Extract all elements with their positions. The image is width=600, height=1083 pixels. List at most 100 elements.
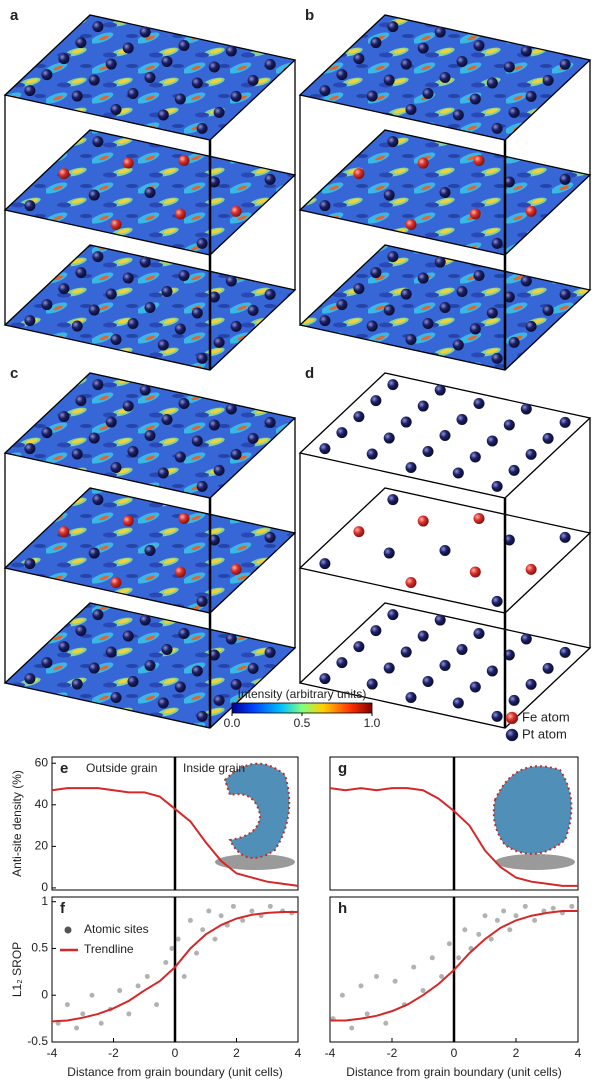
atomic-site (175, 936, 181, 942)
atomic-site (200, 927, 206, 933)
pt-atom (213, 106, 225, 118)
pt-atom (88, 662, 100, 674)
pt-atom (157, 109, 169, 121)
pt-atom (559, 288, 571, 300)
pt-atom (92, 21, 104, 33)
pt-atom (174, 323, 186, 335)
pt-atom (161, 644, 173, 655)
x-tick-label: -4 (325, 1046, 336, 1060)
pt-atom (24, 85, 36, 97)
atomic-site (349, 1025, 355, 1031)
pt-atom (88, 432, 100, 444)
pt-atom (417, 42, 429, 54)
pt-atom (400, 58, 412, 70)
grain-shadow (215, 854, 295, 870)
pt-atom (157, 467, 169, 479)
pt-atom (439, 187, 451, 198)
pt-atom (486, 307, 498, 319)
pt-atom (336, 657, 348, 669)
fe-atom (178, 513, 190, 524)
pt-atom (508, 336, 520, 348)
pt-atom (353, 411, 365, 423)
pt-atom (417, 400, 429, 412)
pt-atom (139, 614, 151, 626)
atomic-site (89, 992, 95, 998)
atomic-site (488, 936, 494, 942)
pt-atom (247, 74, 259, 86)
pt-atom (439, 72, 451, 83)
pt-atom (366, 90, 378, 102)
x-tick-label: 4 (295, 1046, 302, 1060)
legend-label: Pt atom (522, 726, 567, 741)
panel-letter: c (10, 365, 18, 382)
pt-atom (230, 320, 242, 332)
pt-atom (383, 189, 395, 201)
fe-atom (110, 219, 122, 230)
pt-atom (144, 430, 156, 441)
pt-atom (174, 451, 186, 463)
pt-atom (366, 448, 378, 460)
pt-atom (387, 494, 399, 506)
pt-atom (559, 58, 571, 70)
atomic-site (439, 974, 445, 980)
pt-atom (191, 77, 203, 89)
pt-atom (452, 339, 464, 351)
panel-letter: a (10, 7, 19, 24)
pt-atom (559, 173, 571, 185)
fe-atom (417, 157, 429, 169)
pt-atom (383, 304, 395, 316)
fe-atom (178, 155, 190, 166)
pt-atom (178, 40, 190, 51)
fe-atom (525, 563, 537, 575)
fe-atom (405, 219, 417, 230)
atomic-site (429, 955, 435, 961)
pt-atom (422, 88, 434, 99)
pt-atom (486, 665, 498, 677)
fe-atom (353, 168, 365, 180)
x-tick-label: 0 (451, 1046, 458, 1060)
pt-atom (542, 432, 554, 444)
pt-atom (525, 320, 537, 332)
pt-atom (405, 334, 417, 345)
fe-atom (417, 515, 429, 527)
x-tick-label: -2 (387, 1046, 398, 1060)
colorbar-tick-label: 1.0 (364, 716, 381, 730)
pt-atom (24, 443, 36, 455)
fe-atom (473, 513, 485, 524)
pt-atom (387, 136, 399, 148)
pt-atom (387, 379, 399, 391)
pt-atom (75, 395, 87, 407)
pt-atom (127, 318, 139, 329)
pt-atom (196, 237, 208, 249)
pt-atom (400, 646, 412, 658)
y-tick-label: 0.5 (31, 941, 48, 955)
chart: g (329, 756, 579, 891)
pt-atom (319, 558, 331, 570)
pt-atom (208, 534, 220, 546)
pt-atom (486, 435, 498, 447)
pt-atom (353, 53, 365, 65)
pt-atom (161, 414, 173, 425)
pt-atom (469, 451, 481, 463)
pt-atom (178, 270, 190, 281)
atomic-site (476, 931, 482, 937)
pt-atom (225, 633, 237, 645)
legend-swatch (505, 711, 519, 725)
pt-atom (105, 288, 117, 300)
pt-atom (71, 448, 83, 460)
pt-atom (144, 72, 156, 83)
pt-atom (75, 625, 87, 637)
panel-letter: f (60, 900, 66, 917)
pt-atom (196, 122, 208, 134)
panel-letter: g (338, 760, 347, 777)
pt-atom (439, 302, 451, 313)
pt-atom (387, 21, 399, 33)
pt-atom (439, 660, 451, 671)
pt-atom (264, 288, 276, 300)
pt-atom (491, 595, 503, 607)
panel-letter: e (60, 760, 68, 777)
pt-atom (491, 710, 503, 722)
pt-atom (503, 419, 515, 431)
atomic-site (117, 988, 123, 994)
pt-atom (58, 283, 70, 295)
